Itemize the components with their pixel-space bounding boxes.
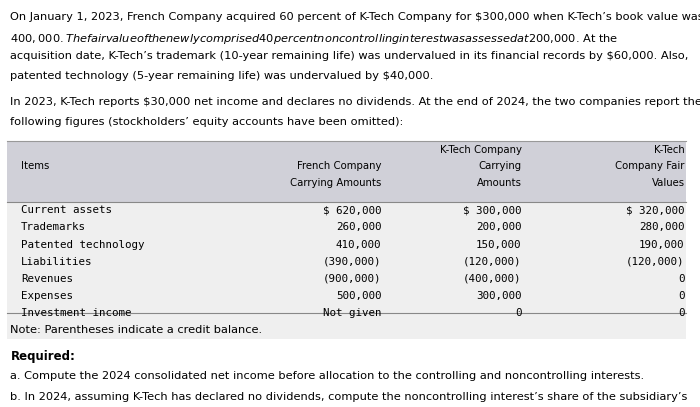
Text: French Company: French Company — [297, 162, 382, 171]
Text: Current assets: Current assets — [21, 205, 112, 215]
Text: Amounts: Amounts — [477, 178, 522, 188]
Text: (120,000): (120,000) — [626, 257, 685, 267]
Text: Carrying Amounts: Carrying Amounts — [290, 178, 382, 188]
Text: patented technology (5-year remaining life) was undervalued by $40,000.: patented technology (5-year remaining li… — [10, 71, 434, 81]
Text: (120,000): (120,000) — [463, 257, 522, 267]
Text: (900,000): (900,000) — [323, 274, 382, 284]
Text: Required:: Required: — [10, 350, 76, 363]
Text: $ 320,000: $ 320,000 — [626, 205, 685, 215]
Text: following figures (stockholders’ equity accounts have been omitted):: following figures (stockholders’ equity … — [10, 117, 404, 127]
Text: 260,000: 260,000 — [336, 222, 382, 232]
Text: 280,000: 280,000 — [639, 222, 685, 232]
Text: 0: 0 — [678, 291, 685, 301]
FancyBboxPatch shape — [7, 203, 686, 339]
FancyBboxPatch shape — [7, 142, 686, 203]
Text: Trademarks: Trademarks — [21, 222, 86, 232]
Text: 300,000: 300,000 — [476, 291, 522, 301]
Text: Note: Parentheses indicate a credit balance.: Note: Parentheses indicate a credit bala… — [10, 325, 262, 335]
Text: On January 1, 2023, French Company acquired 60 percent of K-Tech Company for $30: On January 1, 2023, French Company acqui… — [10, 12, 700, 22]
Text: 150,000: 150,000 — [476, 240, 522, 249]
Text: 0: 0 — [678, 308, 685, 318]
Text: Company Fair: Company Fair — [615, 162, 685, 171]
Text: $400,000. The fair value of the newly comprised 40 percent noncontrolling intere: $400,000. The fair value of the newly co… — [10, 32, 619, 46]
Text: (390,000): (390,000) — [323, 257, 382, 267]
Text: 0: 0 — [515, 308, 522, 318]
Text: K-Tech: K-Tech — [654, 145, 685, 155]
Text: 500,000: 500,000 — [336, 291, 382, 301]
Text: 0: 0 — [678, 274, 685, 284]
Text: Items: Items — [21, 162, 50, 171]
Text: a. Compute the 2024 consolidated net income before allocation to the controlling: a. Compute the 2024 consolidated net inc… — [10, 372, 645, 381]
Text: Expenses: Expenses — [21, 291, 73, 301]
Text: 200,000: 200,000 — [476, 222, 522, 232]
Text: In 2023, K-Tech reports $30,000 net income and declares no dividends. At the end: In 2023, K-Tech reports $30,000 net inco… — [10, 97, 700, 107]
Text: Carrying: Carrying — [478, 162, 522, 171]
Text: Patented technology: Patented technology — [21, 240, 144, 249]
Text: $ 620,000: $ 620,000 — [323, 205, 382, 215]
Text: Values: Values — [652, 178, 685, 188]
Text: 190,000: 190,000 — [639, 240, 685, 249]
Text: K-Tech Company: K-Tech Company — [440, 145, 522, 155]
Text: 410,000: 410,000 — [336, 240, 382, 249]
Text: Revenues: Revenues — [21, 274, 73, 284]
Text: Investment income: Investment income — [21, 308, 132, 318]
Text: b. In 2024, assuming K-Tech has declared no dividends, compute the noncontrollin: b. In 2024, assuming K-Tech has declared… — [10, 392, 688, 402]
Text: $ 300,000: $ 300,000 — [463, 205, 522, 215]
Text: acquisition date, K-Tech’s trademark (10-year remaining life) was undervalued in: acquisition date, K-Tech’s trademark (10… — [10, 51, 689, 61]
Text: Not given: Not given — [323, 308, 382, 318]
Text: Liabilities: Liabilities — [21, 257, 92, 267]
Text: (400,000): (400,000) — [463, 274, 522, 284]
